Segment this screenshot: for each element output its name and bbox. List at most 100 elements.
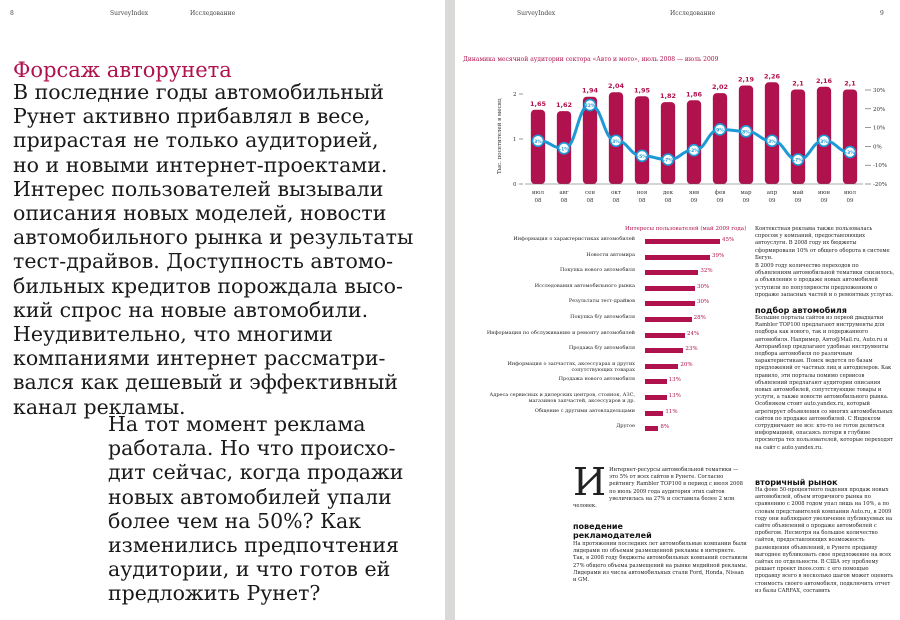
interest-value: 30%	[697, 283, 710, 290]
interest-bar	[645, 379, 667, 385]
interest-bar	[645, 254, 710, 260]
y-tick-label: 0	[513, 182, 517, 188]
pct-marker	[557, 141, 571, 155]
secondary-market-text: На фоне 50-процентного падения продаж но…	[755, 487, 894, 594]
bar-value-label: 1,62	[556, 101, 572, 109]
pct-marker	[739, 125, 753, 138]
pct-label: 22%	[585, 103, 596, 109]
interest-label: Покупка нового автомобиля	[560, 267, 635, 274]
article-title: Форсаж авторунета	[13, 58, 232, 82]
y2-tick-label: 30%	[873, 88, 885, 94]
bar-value-label: 1,95	[634, 86, 651, 94]
pct-label: -3%	[845, 150, 855, 156]
interest-row: Новости автомира 39%	[475, 252, 755, 264]
interest-value: 24%	[687, 330, 700, 337]
audience-chart: Тыс. посетителей в месяц 0 1 2 30% 20% 10% 0% -1…	[497, 72, 887, 204]
bar-value-label: 2,19	[738, 75, 755, 83]
interest-label: Информация по обслуживанию и ремонту авт…	[486, 329, 635, 336]
interest-label: Результаты тест-драйвов	[568, 298, 635, 305]
interest-value: 30%	[697, 299, 710, 306]
x-tick-label: июл	[844, 190, 856, 196]
car-selection-text: Большие порталы сайтов из первой двадцат…	[755, 315, 895, 452]
interest-label: Новости автомира	[586, 251, 635, 258]
interest-row: Информация о запчастях, аксессуарах и др…	[475, 361, 755, 373]
pct-label: -2%	[689, 148, 699, 154]
intro-text: Интернет-ресурсы автомобильной тематики …	[573, 467, 743, 510]
x-tick-label: 09	[795, 198, 802, 204]
interest-bar	[645, 317, 692, 322]
x-tick-label: май	[792, 190, 804, 196]
x-tick-label: авг	[559, 190, 568, 196]
bar	[634, 96, 650, 184]
pct-marker	[609, 134, 623, 148]
interest-row: Продажа нового автомобиля 13%	[475, 376, 755, 388]
pct-label: -1%	[559, 146, 569, 152]
x-tick-label: 08	[665, 198, 672, 204]
interest-row: Информация о характеристиках автомобилей…	[475, 236, 755, 248]
bar	[660, 102, 676, 184]
car-selection-p2: Особняком стоит auto.yandex.ru, который …	[755, 401, 893, 451]
y-tick-label: 2	[513, 92, 517, 98]
interest-bar	[645, 285, 695, 291]
context-ads-p1: Контекстная реклама также пользовалась с…	[755, 226, 890, 261]
x-tick-label: июн	[818, 190, 830, 196]
pct-marker	[531, 134, 545, 148]
interest-value: 13%	[668, 377, 681, 384]
x-tick-label: 08	[535, 198, 542, 204]
bar	[764, 82, 780, 184]
interest-bar	[645, 426, 659, 432]
pct-label: -7%	[793, 158, 803, 164]
pct-label: 3%	[534, 139, 542, 145]
interest-label: Общение с другими автовладельцами	[534, 407, 635, 414]
bar-value-label: 1,94	[582, 87, 599, 95]
intro-column: И Интернет-ресурсы автомобильной тематики…	[573, 460, 748, 510]
y-axis-label: Тыс. посетителей в месяц	[497, 98, 503, 174]
interest-value: 8%	[660, 424, 670, 431]
x-tick-label: 09	[717, 198, 724, 204]
interest-row: Общение с другими автовладельцами 11%	[475, 408, 755, 420]
interest-label: Продажа б/у автомобиля	[568, 345, 635, 352]
advertisers-text: На протяжении последних лет автомобильны…	[573, 541, 748, 584]
x-tick-label: 08	[561, 198, 568, 204]
context-ads-text: Контекстная реклама также пользовалась с…	[755, 226, 895, 299]
y2-tick-label: -20%	[873, 182, 887, 188]
bar	[582, 96, 598, 184]
pct-marker	[635, 149, 649, 163]
y2-tick-label: -10%	[873, 163, 887, 169]
bar-value-label: 2,26	[764, 72, 781, 80]
interest-row: Продажа б/у автомобиля 23%	[475, 345, 755, 357]
brand: SurveyIndex	[110, 10, 149, 17]
interests-chart-title: Интересы пользователей (май 2009 года)	[625, 226, 747, 232]
pct-label: 3%	[612, 139, 620, 145]
x-tick-label: ноя	[637, 190, 648, 196]
bar	[842, 89, 858, 184]
x-tick-label: 09	[821, 198, 828, 204]
bar-value-label: 2,04	[608, 82, 625, 90]
x-tick-label: апр	[767, 190, 778, 196]
interest-row: Информация по обслуживанию и ремонту авт…	[475, 330, 755, 342]
drop-cap: И	[573, 460, 607, 504]
bar-value-label: 2,02	[712, 83, 728, 91]
context-ads-p2: В 2009 году количество переходов по объя…	[755, 263, 895, 298]
page-number: 8	[10, 10, 14, 17]
interest-label: Адреса сервисных и дилерских центров, ст…	[489, 392, 635, 404]
interest-bar	[645, 410, 664, 416]
interest-bar	[645, 363, 679, 369]
bar-value-label: 2,1	[792, 80, 804, 88]
interest-row: Исследования автомобильного рынка 30%	[475, 283, 755, 295]
x-tick-label: 09	[743, 198, 750, 204]
interest-row: Адреса сервисных и дилерских центров, ст…	[475, 392, 755, 404]
pct-marker	[687, 143, 701, 157]
x-tick-label: 09	[691, 198, 698, 204]
y2-tick-label: 0%	[873, 144, 882, 150]
bar-value-label: 1,65	[530, 100, 547, 108]
interest-row: Покупка б/у автомобиля 28%	[475, 314, 755, 326]
x-tick-label: сен	[585, 190, 595, 196]
secondary-market-heading: вторичный рынок	[755, 478, 838, 487]
pct-label: -7%	[663, 158, 673, 164]
section-label: Исследование	[190, 10, 236, 17]
pct-marker	[817, 134, 831, 148]
x-tick-label: 08	[639, 198, 646, 204]
y2-tick-label: 10%	[873, 126, 885, 132]
interest-value: 11%	[665, 408, 678, 415]
